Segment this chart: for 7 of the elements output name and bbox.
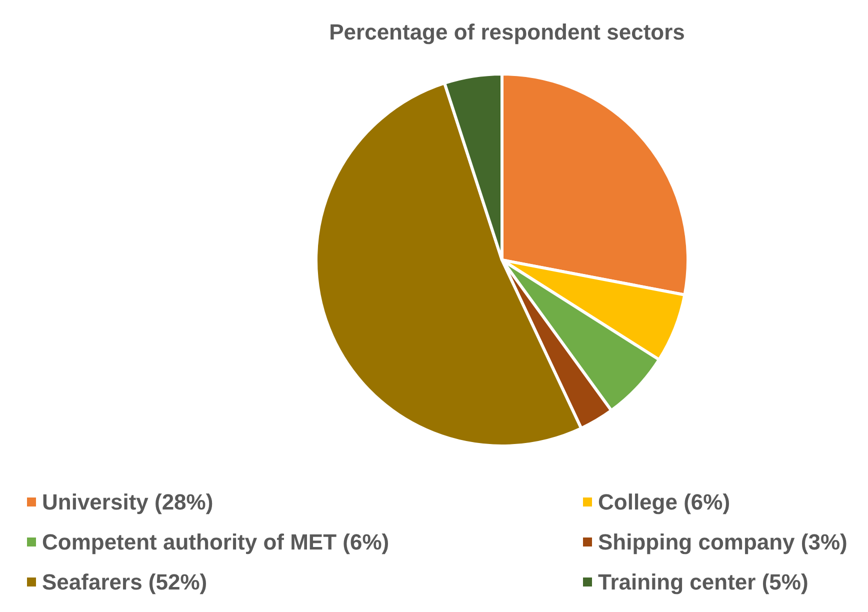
legend-label: Training center (5%) <box>598 570 808 594</box>
legend-label: University (28%) <box>42 490 214 514</box>
chart-title: Percentage of respondent sectors <box>329 20 685 44</box>
legend-label: Shipping company (3%) <box>598 530 848 554</box>
legend-label: College (6%) <box>598 490 730 514</box>
legend-label: Competent authority of MET (6%) <box>42 530 390 554</box>
legend-label: Seafarers (52%) <box>42 570 208 594</box>
